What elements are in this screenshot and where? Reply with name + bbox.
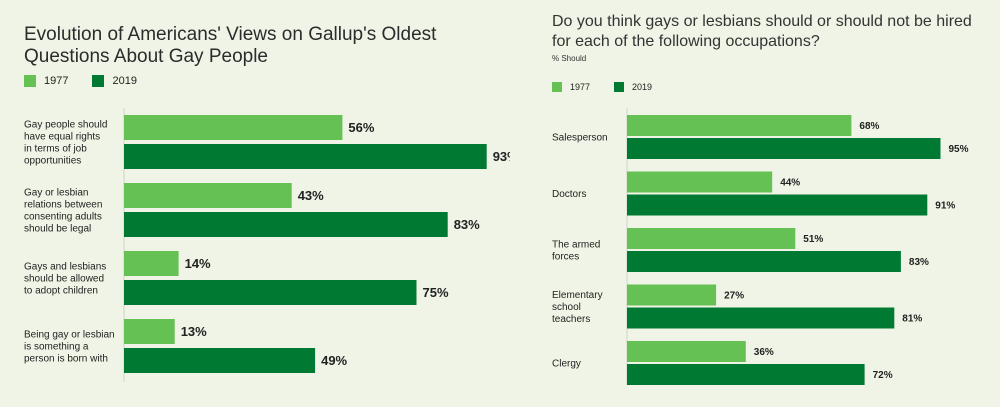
- legend: 1977 2019: [552, 82, 676, 92]
- bar-2019: [627, 364, 865, 385]
- legend-item-1977: 1977: [552, 82, 590, 92]
- value-label: 81%: [902, 314, 922, 325]
- legend-item-2019: 2019: [614, 82, 652, 92]
- legend-item-1977: 1977: [24, 75, 68, 87]
- bar-1977: [627, 341, 746, 362]
- category-label: Being gay or lesbian is something a person…: [24, 330, 115, 365]
- value-label: 75%: [423, 285, 449, 300]
- legend-swatch-1977: [552, 82, 562, 92]
- value-label: 83%: [454, 217, 480, 232]
- value-label: 93%: [493, 149, 510, 164]
- legend-swatch-1977: [24, 75, 36, 87]
- legend-label-2019: 2019: [632, 82, 653, 92]
- legend-swatch-2019: [92, 75, 105, 87]
- value-label: 51%: [803, 234, 823, 245]
- chart-right: Do you think gays or lesbians should or …: [530, 0, 1000, 407]
- bar-1977: [124, 251, 179, 276]
- value-label: 68%: [859, 121, 879, 132]
- value-label: 91%: [935, 201, 955, 212]
- value-label: 14%: [185, 256, 211, 271]
- legend: 1977 2019: [24, 75, 161, 87]
- value-label: 36%: [754, 347, 774, 358]
- value-label: 13%: [181, 324, 207, 339]
- chart-title: Evolution of Americans' Views on Gallup'…: [24, 24, 437, 67]
- category-label: The armed forces: [552, 240, 600, 263]
- category-label: Elementary school teachers: [552, 290, 603, 325]
- chart-title: Do you think gays or lesbians should or …: [552, 13, 972, 50]
- legend-label-1977: 1977: [570, 82, 591, 92]
- bar-2019: [627, 194, 928, 216]
- bar-chart-plot: Gay people should have equal rights in ter…: [24, 108, 510, 382]
- bar-2019: [124, 144, 487, 169]
- bar-2019: [627, 307, 895, 329]
- category-label: Gays and lesbians should be allowed to ado…: [24, 262, 106, 297]
- value-label: 72%: [873, 370, 893, 381]
- value-label: 27%: [724, 291, 744, 302]
- value-label: 56%: [348, 120, 374, 135]
- bar-2019: [124, 212, 448, 237]
- value-label: 83%: [909, 257, 929, 268]
- chart-left: Evolution of Americans' Views on Gallup'…: [24, 24, 510, 382]
- value-label: 49%: [321, 353, 347, 368]
- bar-2019: [627, 138, 941, 159]
- bar-2019: [124, 348, 316, 373]
- bar-chart-plot: Salesperson 68% 95% Doctors 44% 91% The armed f…: [552, 108, 969, 385]
- bar-2019: [124, 280, 417, 305]
- legend-item-2019: 2019: [92, 75, 137, 87]
- category-label: Salesperson: [552, 133, 608, 144]
- legend-swatch-2019: [614, 82, 625, 92]
- bar-1977: [627, 171, 773, 193]
- value-label: 95%: [949, 144, 969, 155]
- category-label: Clergy: [552, 359, 581, 370]
- bar-1977: [124, 183, 292, 208]
- chart-subtitle: % Should: [552, 54, 587, 63]
- bar-1977: [627, 284, 717, 306]
- value-label: 44%: [780, 178, 800, 189]
- bar-1977: [627, 228, 796, 249]
- bar-1977: [124, 115, 343, 140]
- bar-1977: [627, 115, 852, 136]
- value-label: 43%: [298, 188, 324, 203]
- category-label: Doctors: [552, 189, 586, 200]
- legend-label-1977: 1977: [44, 75, 69, 87]
- category-label: Gay or lesbian relations between consentin…: [24, 188, 102, 235]
- category-label: Gay people should have equal rights in ter…: [24, 120, 107, 167]
- legend-label-2019: 2019: [112, 75, 137, 87]
- bar-1977: [124, 319, 175, 344]
- bar-2019: [627, 251, 901, 272]
